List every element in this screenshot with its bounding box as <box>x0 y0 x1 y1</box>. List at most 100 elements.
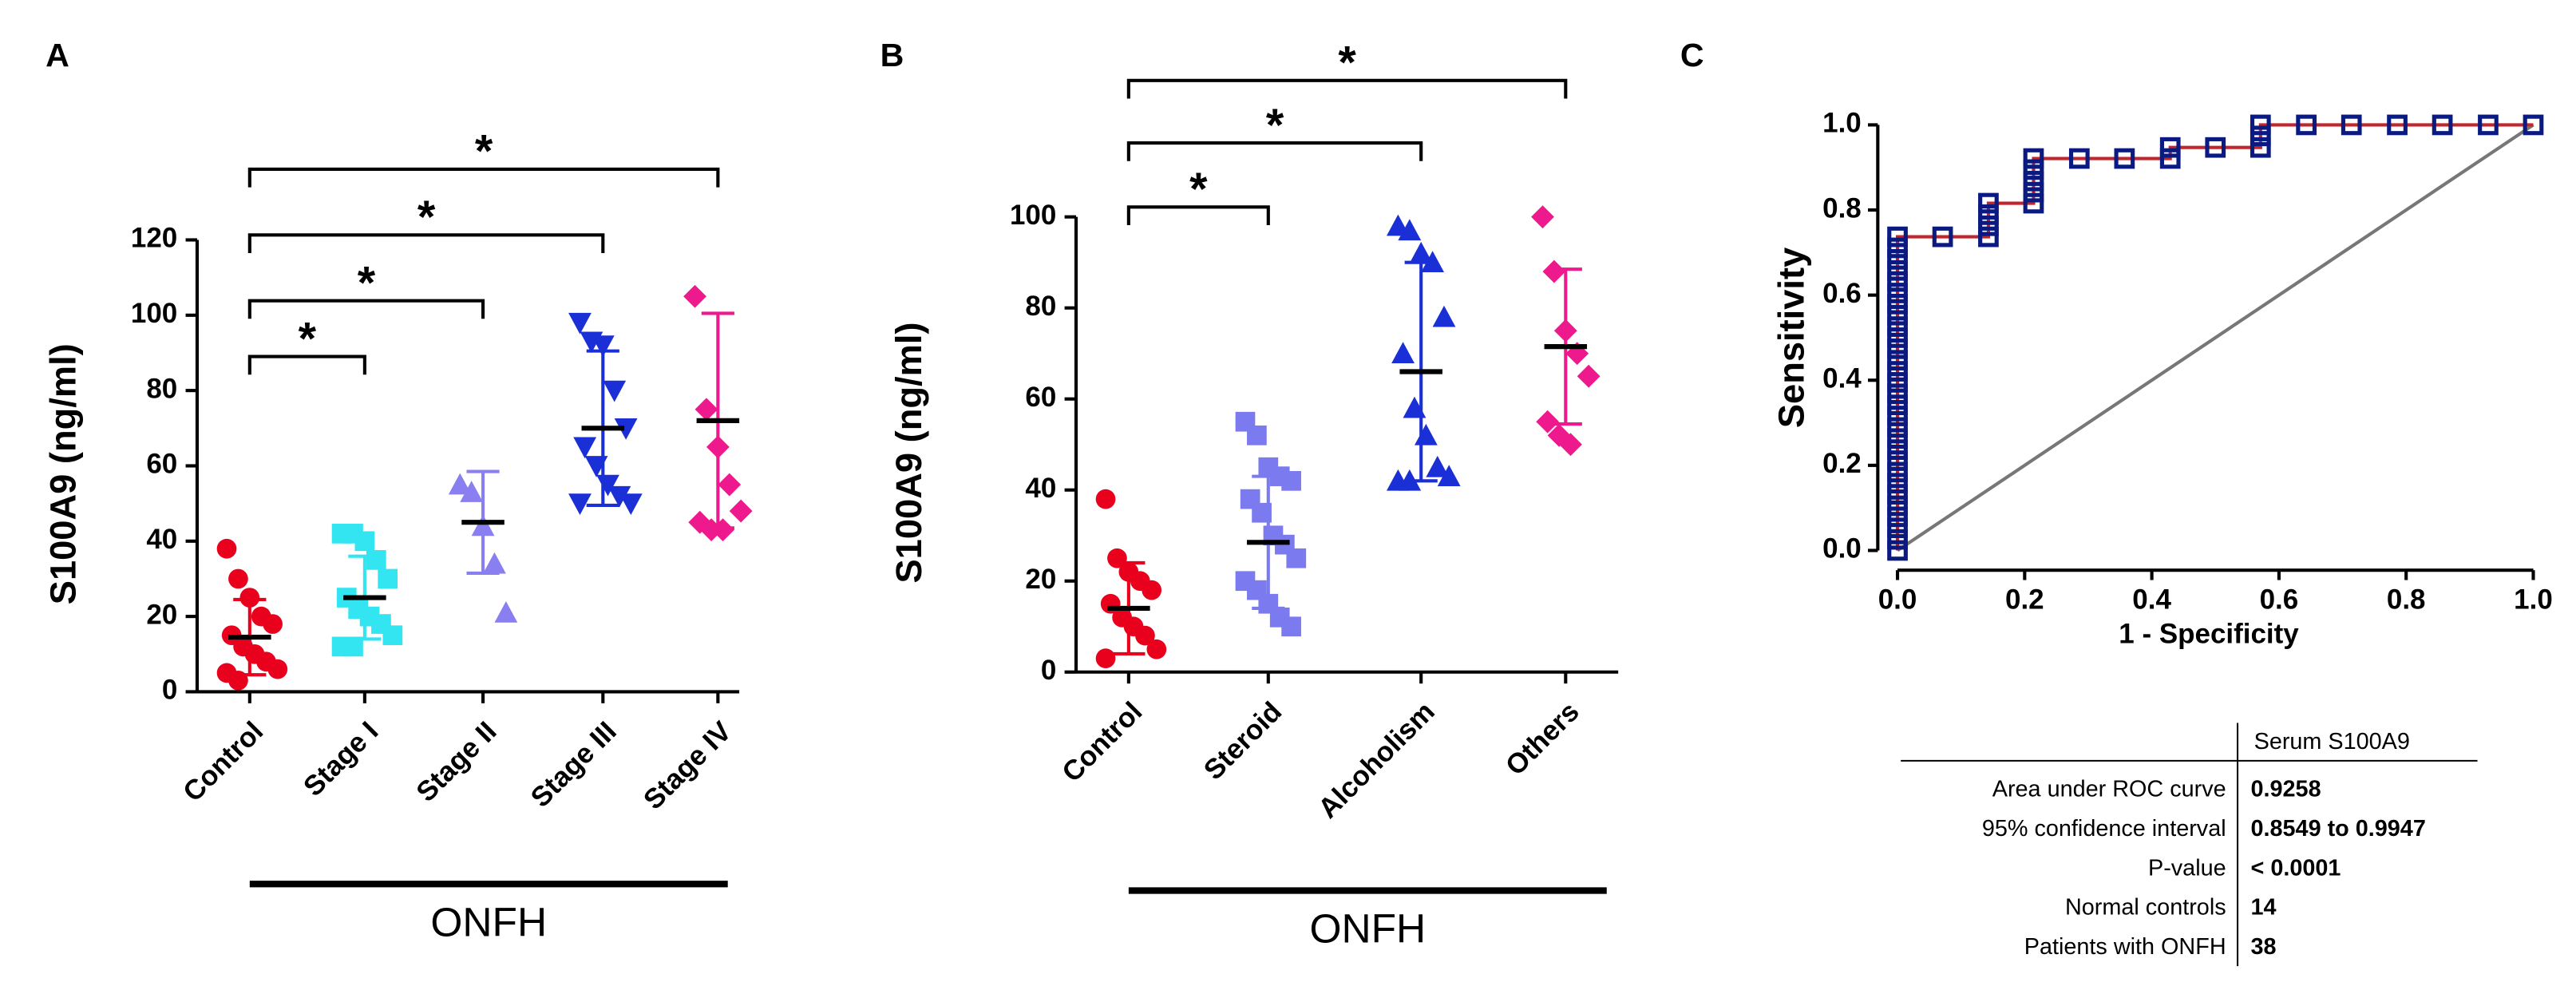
roc-point <box>1887 237 1908 259</box>
significance-label: * <box>475 126 493 177</box>
x-axis-title: 1 - Specificity <box>2119 619 2299 650</box>
data-point <box>483 552 506 574</box>
significance-bracket <box>1126 205 1270 225</box>
group-label: ONFH <box>1309 905 1426 952</box>
panel-label: A <box>46 37 69 73</box>
significance-bracket <box>247 233 605 253</box>
panel-label: B <box>880 37 904 73</box>
y-tick-label: 80 <box>146 373 177 404</box>
significance-label: * <box>417 192 436 243</box>
roc-point <box>1887 529 1908 550</box>
data-point <box>619 493 643 516</box>
significance-label: * <box>299 313 317 364</box>
data-point <box>366 550 386 570</box>
data-point <box>591 335 615 357</box>
roc-point <box>1887 249 1908 270</box>
roc-point <box>1887 316 1908 337</box>
x-tick-label: Stage I <box>298 715 385 802</box>
data-point <box>1542 259 1566 283</box>
significance-bracket <box>247 354 366 375</box>
roc-point <box>1887 495 1908 517</box>
data-point <box>378 568 398 589</box>
roc-point <box>2023 192 2044 214</box>
x-tick-label: 1.0 <box>2514 584 2553 615</box>
significance-label: * <box>358 257 376 308</box>
significance-bracket <box>1126 141 1423 161</box>
table-header: Serum S100A9 <box>2254 729 2410 754</box>
y-tick-label: 20 <box>146 599 177 630</box>
roc-point <box>1887 473 1908 494</box>
roc-point <box>1887 428 1908 449</box>
y-tick-label: 0.0 <box>1822 533 1862 564</box>
table-row-value: 0.8549 to 0.9947 <box>2251 816 2426 842</box>
roc-point <box>2205 137 2226 158</box>
roc-point <box>1887 461 1908 483</box>
x-tick-label: 0.6 <box>2260 584 2299 615</box>
data-point <box>239 588 260 608</box>
data-point <box>1432 305 1456 327</box>
data-point <box>228 568 248 589</box>
group-label: ONFH <box>430 898 547 944</box>
x-tick-label: Alcoholism <box>1312 696 1441 825</box>
roc-point <box>1887 327 1908 348</box>
data-point <box>494 601 518 623</box>
data-point <box>1577 364 1601 388</box>
x-tick-label: Others <box>1500 696 1585 782</box>
data-point <box>1437 465 1461 486</box>
data-point <box>568 312 592 335</box>
y-tick-label: 0.6 <box>1822 278 1862 309</box>
roc-point <box>1887 394 1908 416</box>
roc-point <box>2296 114 2317 136</box>
roc-point <box>1887 383 1908 405</box>
y-tick-label: 0 <box>162 675 177 706</box>
roc-point <box>1887 304 1908 326</box>
table-row-label: P-value <box>2148 855 2226 881</box>
y-tick-label: 120 <box>131 223 177 254</box>
data-point <box>607 485 631 508</box>
roc-point <box>1887 517 1908 539</box>
y-tick-label: 0.4 <box>1822 362 1862 394</box>
data-point <box>1409 241 1433 263</box>
significance-label: * <box>1189 164 1208 215</box>
data-point <box>718 473 742 497</box>
data-point <box>1135 625 1155 646</box>
data-point <box>1095 648 1116 668</box>
y-tick-label: 60 <box>1025 382 1056 413</box>
table-row-label: Normal controls <box>2065 895 2226 921</box>
table-row-label: 95% confidence interval <box>1982 816 2226 842</box>
y-tick-label: 20 <box>1025 564 1056 595</box>
roc-point <box>2341 114 2362 136</box>
significance-bracket <box>247 299 485 319</box>
data-point <box>573 437 597 459</box>
roc-point <box>1887 259 1908 281</box>
x-tick-label: Control <box>1056 696 1148 788</box>
table-row-value: 0.9258 <box>2251 777 2321 802</box>
roc-point <box>2159 137 2181 158</box>
significance-label: * <box>1266 100 1284 151</box>
roc-point <box>1978 215 1999 236</box>
y-tick-label: 100 <box>1010 200 1056 231</box>
roc-point <box>2250 125 2271 147</box>
roc-point <box>1887 271 1908 292</box>
data-point <box>1426 455 1450 477</box>
roc-point <box>2159 148 2181 169</box>
y-tick-label: 80 <box>1025 291 1056 322</box>
y-tick-label: 40 <box>1025 473 1056 504</box>
roc-point <box>1887 506 1908 528</box>
roc-point <box>1887 439 1908 460</box>
data-point <box>460 481 484 502</box>
roc-point <box>1978 192 1999 214</box>
reference-line <box>1896 123 2534 552</box>
roc-point <box>1978 226 1999 248</box>
roc-point <box>1887 350 1908 371</box>
x-tick-label: Stage IV <box>638 715 738 816</box>
data-point <box>216 538 237 559</box>
roc-point <box>2023 181 2044 203</box>
data-point <box>1559 433 1582 457</box>
data-point <box>1531 205 1554 229</box>
roc-point <box>1887 283 1908 303</box>
roc-point <box>1887 450 1908 471</box>
data-point <box>1391 342 1415 364</box>
y-tick-label: 100 <box>131 298 177 329</box>
